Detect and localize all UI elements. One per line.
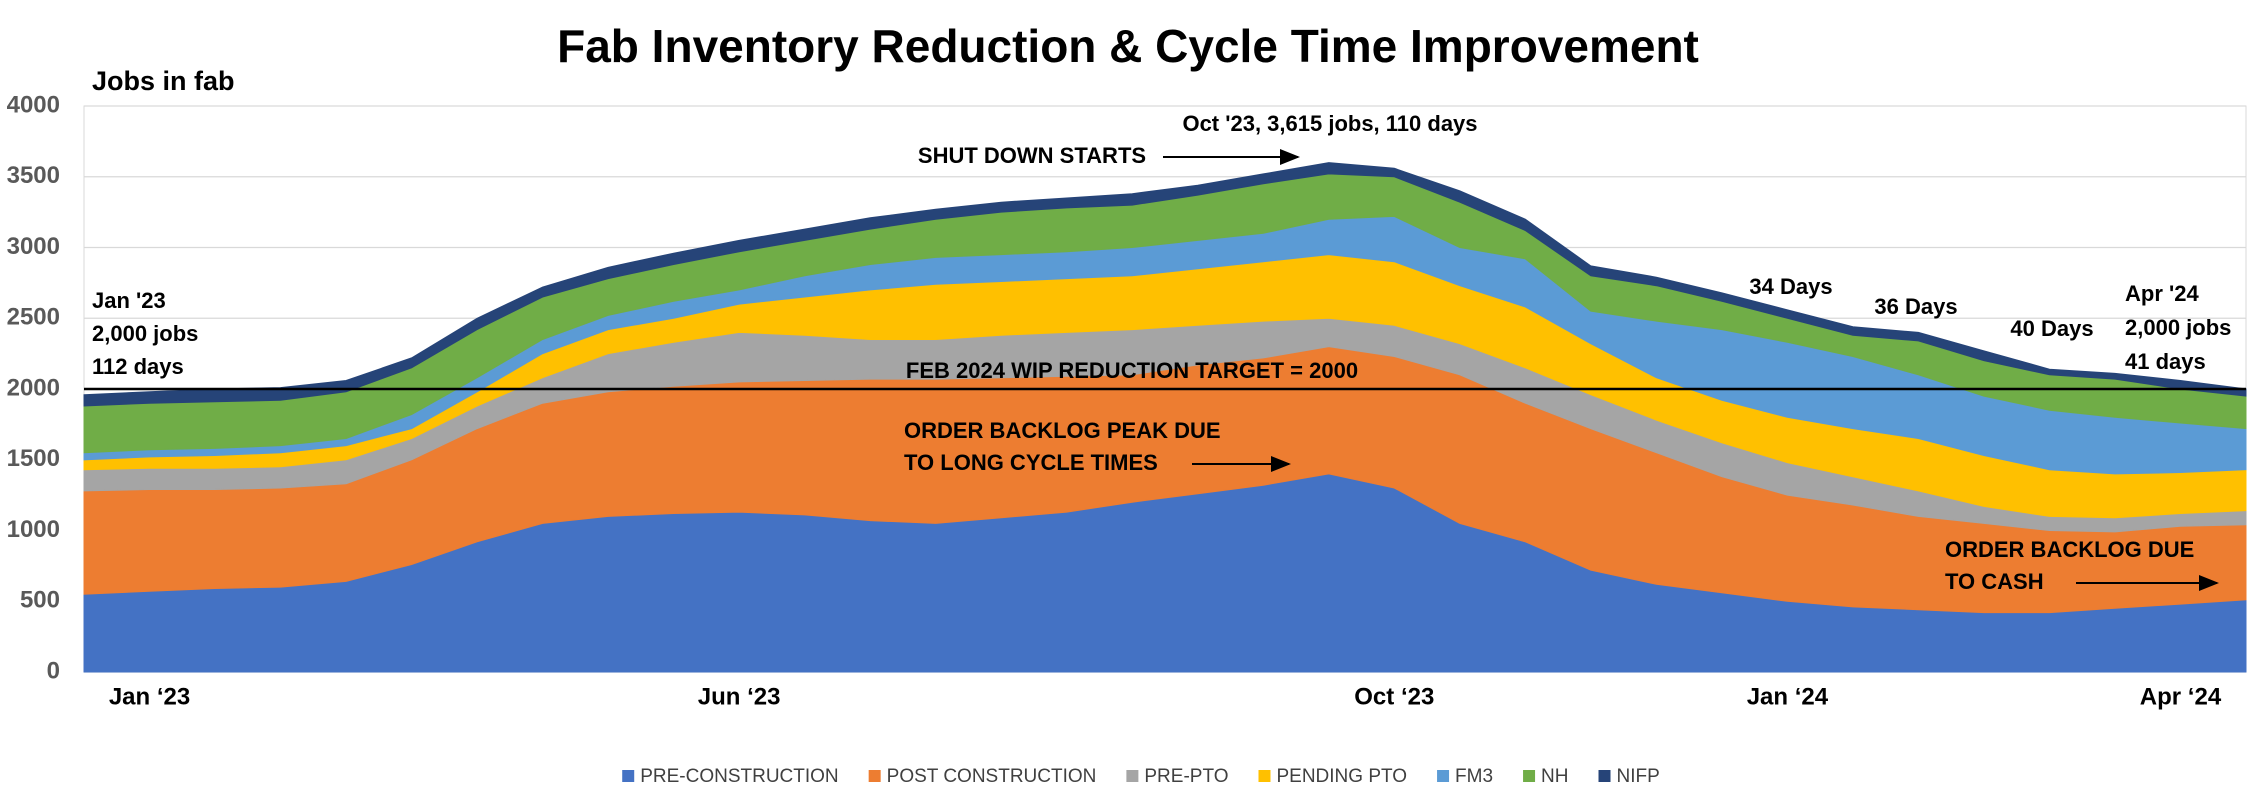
y-tick-label: 500 bbox=[20, 587, 60, 614]
legend-swatch bbox=[1598, 770, 1611, 782]
legend-label: PRE-PTO bbox=[1144, 766, 1228, 787]
y-axis-label: Jobs in fab bbox=[92, 66, 235, 96]
annotation: Apr '24 bbox=[2125, 281, 2199, 306]
legend-item: NH bbox=[1523, 766, 1569, 787]
x-tick-label: Jan ‘23 bbox=[109, 683, 190, 710]
overlay: Oct '23, 3,615 jobs, 110 days SHUT DOWN S… bbox=[84, 111, 2246, 594]
annotation: 36 Days bbox=[1874, 294, 1957, 319]
annotation: 41 days bbox=[2125, 349, 2206, 374]
legend-swatch bbox=[1437, 770, 1450, 782]
legend-label: POST CONSTRUCTION bbox=[887, 766, 1097, 787]
annotation: 40 Days bbox=[2010, 316, 2093, 341]
legend-swatch bbox=[868, 770, 881, 782]
legend-item: FM3 bbox=[1437, 766, 1493, 787]
legend-item: NIFP bbox=[1598, 766, 1660, 787]
legend-swatch bbox=[1126, 770, 1139, 782]
annotation: FEB 2024 WIP REDUCTION TARGET = 2000 bbox=[906, 358, 1358, 383]
y-tick-label: 1500 bbox=[7, 445, 60, 472]
chart-title: Fab Inventory Reduction & Cycle Time Imp… bbox=[557, 20, 1699, 72]
legend-label: NIFP bbox=[1617, 766, 1660, 787]
legend-swatch bbox=[622, 770, 635, 782]
legend-label: PENDING PTO bbox=[1276, 766, 1407, 787]
annotation: TO CASH bbox=[1945, 569, 2044, 594]
x-tick-label: Apr ‘24 bbox=[2140, 683, 2222, 710]
y-tick-label: 4000 bbox=[7, 91, 60, 118]
legend-item: PENDING PTO bbox=[1258, 766, 1407, 787]
annotation: 112 days bbox=[92, 354, 184, 379]
annotation: Oct '23, 3,615 jobs, 110 days bbox=[1182, 111, 1477, 136]
legend-item: POST CONSTRUCTION bbox=[868, 766, 1097, 787]
y-tick-label: 3000 bbox=[7, 233, 60, 260]
annotation: TO LONG CYCLE TIMES bbox=[904, 450, 1158, 475]
legend: PRE-CONSTRUCTION POST CONSTRUCTION PRE-PTO… bbox=[622, 766, 1660, 787]
legend-swatch bbox=[1523, 770, 1536, 782]
legend-swatch bbox=[1258, 770, 1271, 782]
area bbox=[83, 162, 2247, 407]
annotation: Jan '23 bbox=[92, 288, 166, 313]
legend-item: PRE-PTO bbox=[1126, 766, 1228, 787]
y-tick-label: 0 bbox=[47, 657, 60, 684]
legend-label: FM3 bbox=[1455, 766, 1493, 787]
annotation: ORDER BACKLOG PEAK DUE bbox=[904, 418, 1221, 443]
x-tick-label: Oct ‘23 bbox=[1354, 683, 1434, 710]
areas bbox=[83, 162, 2247, 673]
x-tick-label: Jun ‘23 bbox=[698, 683, 781, 710]
annotation: 2,000 jobs bbox=[2125, 315, 2231, 340]
y-tick-label: 3500 bbox=[7, 162, 60, 189]
y-tick-label: 2000 bbox=[7, 374, 60, 401]
annotation: 34 Days bbox=[1749, 274, 1832, 299]
legend-item: PRE-CONSTRUCTION bbox=[622, 766, 839, 787]
annotation: ORDER BACKLOG DUE bbox=[1945, 537, 2194, 562]
annotation: SHUT DOWN STARTS bbox=[918, 143, 1146, 168]
y-tick-label: 1000 bbox=[7, 516, 60, 543]
x-tick-label: Jan ‘24 bbox=[1747, 683, 1829, 710]
legend-label: NH bbox=[1541, 766, 1568, 787]
annotation: 2,000 jobs bbox=[92, 321, 198, 346]
y-tick-label: 2500 bbox=[7, 304, 60, 331]
legend-label: PRE-CONSTRUCTION bbox=[640, 766, 838, 787]
